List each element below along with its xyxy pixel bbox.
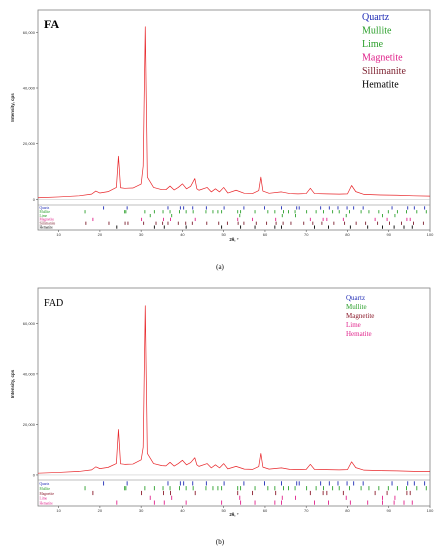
panel-1-phase-row-label-mullite: Mullite xyxy=(40,210,51,214)
panel-2-legend-hematite: Hematite xyxy=(346,330,372,338)
panel-1-x-tick-label: 80 xyxy=(345,232,350,237)
panel-2-legend-lime: Lime xyxy=(346,321,361,329)
panel-2-y-tick-label: 60,000 xyxy=(23,321,36,326)
panel-2-x-tick-label: 20 xyxy=(98,508,103,513)
panel-2-panel-label: FAD xyxy=(44,298,63,309)
panel-2-x-tick-label: 40 xyxy=(180,508,185,513)
panel-1-x-axis-label: 2θ, ° xyxy=(229,237,238,242)
panel-1-legend-mullite: Mullite xyxy=(362,26,392,37)
panel-2-x-tick-label: 50 xyxy=(221,508,226,513)
panel-1-x-tick-label: 100 xyxy=(427,232,434,237)
panel-1-legend-hematite: Hematite xyxy=(362,80,399,91)
panel-1-x-tick-label: 50 xyxy=(221,232,226,237)
panel-1-phase-row-label-sillimanite: Sillimanite xyxy=(40,222,56,226)
panel-1-y-axis-label: Intensity, cps xyxy=(10,93,15,122)
panel-2-x-tick-label: 30 xyxy=(139,508,144,513)
panel-1-plot-frame xyxy=(37,9,431,231)
panel-2-phase-row-label-lime: Lime xyxy=(40,497,48,501)
chart-panel-2: 0 20,000 40,000 60,000 10 20 30 40 50 60 70 80 90 100… xyxy=(10,287,434,517)
panel-1-x-tick-label: 70 xyxy=(304,232,309,237)
panel-1-x-tick-label: 60 xyxy=(263,232,268,237)
panel-2-phase-row-label-mullite: Mullite xyxy=(40,487,51,491)
panel-2-x-tick-label: 80 xyxy=(345,508,350,513)
panel-2-x-tick-label: 60 xyxy=(263,508,268,513)
panel-1-diffractogram-series-1 xyxy=(37,26,431,199)
panel-1-phase-row-label-quartz: Quartz xyxy=(40,206,50,210)
panel-2-y-tick-label: 40,000 xyxy=(23,371,36,376)
panel-2-phase-row-label-magnetite: Magnetite xyxy=(40,492,55,496)
panel-1-x-tick-label: 20 xyxy=(98,232,103,237)
panel-2-diffractogram-series-1 xyxy=(37,305,431,474)
panel-2-x-tick-label: 90 xyxy=(387,508,392,513)
panel-1-x-tick-label: 10 xyxy=(56,232,61,237)
panel-1-panel-label: FA xyxy=(44,17,59,31)
panel-1-phase-row-label-lime: Lime xyxy=(40,214,48,218)
panel-1-phase-row-label-magnetite: Magnetite xyxy=(40,218,55,222)
panel-1-x-tick-label: 90 xyxy=(387,232,392,237)
panel-1-legend-quartz: Quartz xyxy=(362,12,390,23)
panel-2-y-axis-label: Intensity, cps xyxy=(10,369,15,398)
panel-1-x-tick-label: 30 xyxy=(139,232,144,237)
panel-2-legend-quartz: Quartz xyxy=(346,294,365,302)
caption-b: (b) xyxy=(215,538,225,546)
panel-1-y-tick-label: 0 xyxy=(33,197,36,202)
panel-2-x-tick-label: 70 xyxy=(304,508,309,513)
panel-2-x-tick-label: 10 xyxy=(56,508,61,513)
panel-2-y-tick-label: 20,000 xyxy=(23,422,36,427)
panel-1-x-tick-label: 40 xyxy=(180,232,185,237)
caption-a: (a) xyxy=(216,263,224,271)
chart-panel-1: 0 20,000 40,000 60,000 10 20 30 40 50 60 70 80 90 100… xyxy=(10,9,434,242)
panel-2-x-tick-label: 100 xyxy=(427,508,434,513)
panel-1-legend-lime: Lime xyxy=(362,39,384,50)
panel-2-y-tick-label: 0 xyxy=(33,472,36,477)
panel-2-phase-row-label-quartz: Quartz xyxy=(40,482,50,486)
panel-1-y-tick-label: 20,000 xyxy=(23,141,36,146)
panel-1-y-tick-label: 40,000 xyxy=(23,86,36,91)
panel-1-legend-sillimanite: Sillimanite xyxy=(362,66,406,77)
panel-2-legend-mullite: Mullite xyxy=(346,303,367,311)
panel-2-legend-magnetite: Magnetite xyxy=(346,312,374,320)
panel-1-y-tick-label: 60,000 xyxy=(23,30,36,35)
panel-2-plot-frame xyxy=(37,287,431,507)
panel-1-legend-magnetite: Magnetite xyxy=(362,53,403,64)
panel-2-phase-row-label-hematite: Hematite xyxy=(40,501,54,505)
panel-2-x-axis-label: 2θ, ° xyxy=(229,512,238,517)
panel-1-phase-row-label-hematite: Hematite xyxy=(40,225,54,229)
